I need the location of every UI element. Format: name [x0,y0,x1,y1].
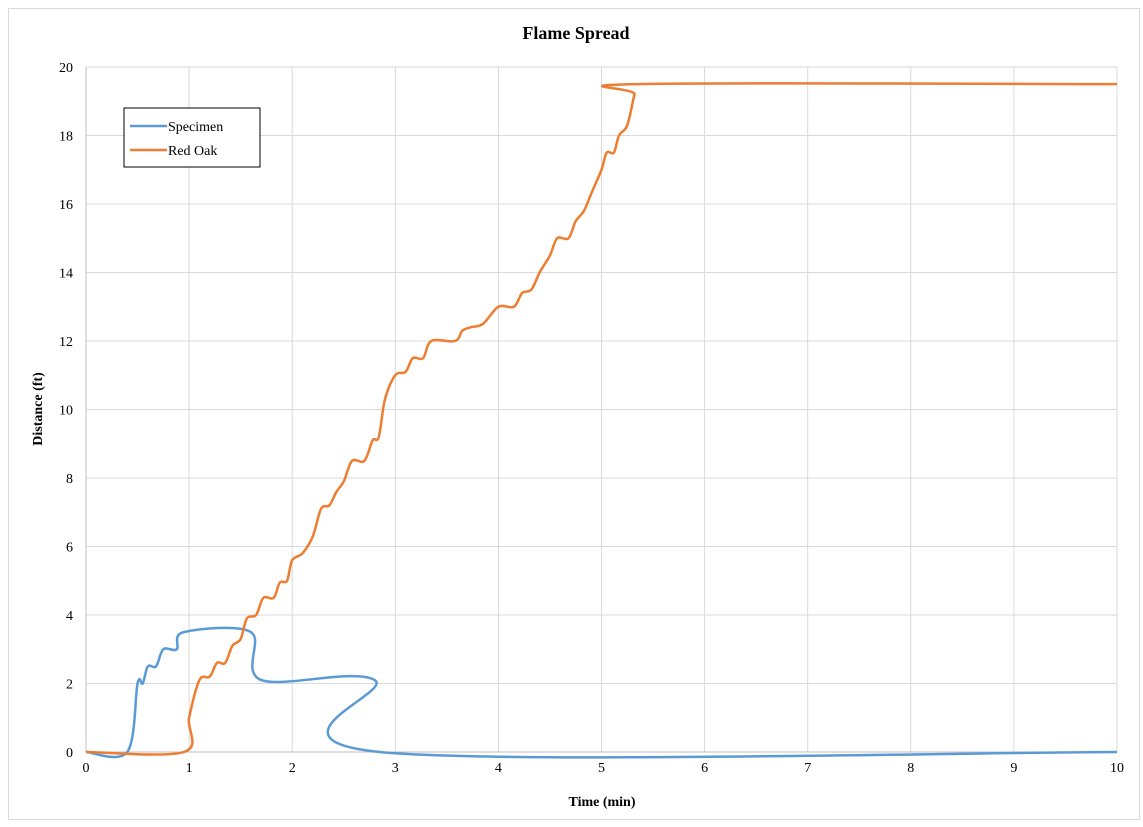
x-tick-label: 6 [701,761,708,776]
y-axis-title: Distance (ft) [31,372,46,446]
y-tick-label: 0 [66,746,73,761]
y-tick-label: 6 [66,541,73,556]
legend: Specimen Red Oak [123,107,261,168]
x-tick-label: 7 [804,761,811,776]
x-axis-title: Time (min) [568,795,635,810]
y-tick-label: 8 [66,472,73,487]
axes [85,67,1117,753]
y-tick-label: 10 [59,404,73,419]
y-tick-label: 14 [59,267,73,282]
gridlines [86,66,1118,752]
legend-label-red-oak: Red Oak [168,144,217,159]
y-tick-label: 12 [59,335,73,350]
red-oak-line [85,82,1118,756]
specimen-line [85,626,1118,759]
x-tick-label: 4 [495,761,502,776]
y-tick-label: 2 [66,678,73,693]
series-lines [85,82,1118,759]
x-tick-label: 5 [598,761,605,776]
x-tick-label: 2 [289,761,296,776]
x-tick-label: 9 [1010,761,1017,776]
y-tick-label: 16 [59,198,73,213]
y-tick-label: 4 [66,609,73,624]
x-tick-label: 3 [392,761,399,776]
x-tick-label: 1 [186,761,193,776]
legend-box [123,107,261,168]
x-tick-label: 8 [907,761,914,776]
y-tick-label: 18 [59,130,73,145]
x-tick-label: 0 [83,761,90,776]
x-tick-label: 10 [1110,761,1124,776]
legend-label-specimen: Specimen [168,120,223,135]
y-tick-label: 20 [59,61,73,76]
chart-title: Flame Spread [522,23,629,43]
